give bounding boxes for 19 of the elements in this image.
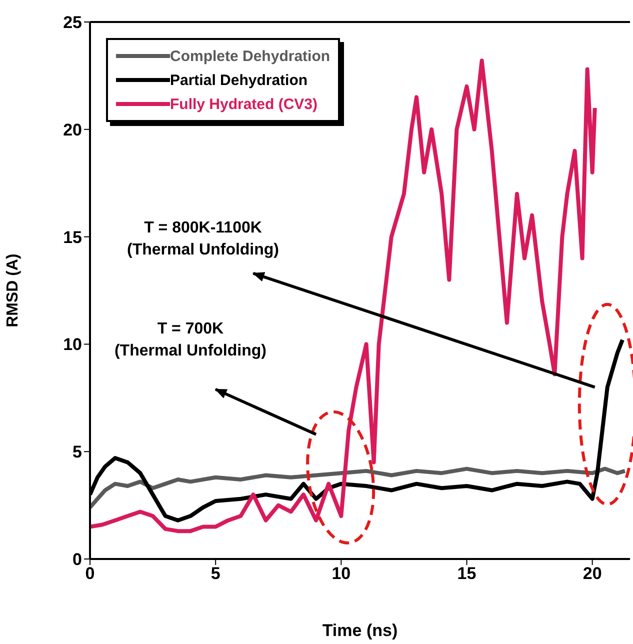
line-series [90, 466, 627, 510]
y-tick-label: 20 [63, 120, 82, 140]
x-tick-label: 5 [210, 564, 220, 584]
y-tick-label: 0 [72, 550, 82, 570]
x-tick-label: 20 [582, 564, 602, 584]
x-tick-label: 10 [332, 564, 351, 584]
y-tick-label: 15 [63, 228, 82, 247]
legend-label: Complete Dehydration [170, 48, 330, 64]
x-tick-label: 15 [457, 564, 476, 584]
legend-label: Fully Hydrated (CV3) [170, 96, 318, 112]
x-tick-label: 0 [85, 564, 95, 584]
y-tick-label: 25 [63, 13, 82, 32]
x-axis-title: Time (ns) [322, 621, 398, 640]
legend-label: Partial Dehydration [170, 72, 308, 88]
y-axis-title: RMSD (A) [4, 254, 22, 328]
y-tick-label: 10 [63, 335, 82, 354]
annotation: T = 800K-1100K (Thermal Unfolding) [127, 220, 280, 259]
y-tick-label: 5 [72, 442, 82, 462]
annotation: T = 700K (Thermal Unfolding) [114, 320, 266, 360]
